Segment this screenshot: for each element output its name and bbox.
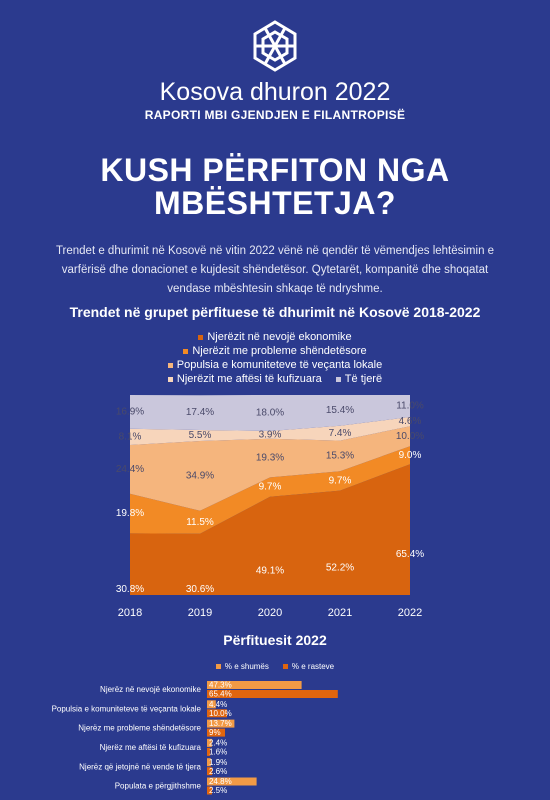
y-tick-label: Njerëz që jetojnë në vende të tjera <box>79 762 201 771</box>
value-label: 2.4% <box>209 739 227 748</box>
bar <box>207 758 211 767</box>
legend-item: % e shumës <box>215 662 269 671</box>
legend-swatch <box>215 664 221 669</box>
area <box>130 464 410 595</box>
legend-label: Njerëzit në nevojë ekonomike <box>207 331 352 343</box>
value-label: 24.4% <box>116 464 144 475</box>
bar <box>207 709 227 718</box>
chart-title: Trendet në grupet përfituese të dhurimit… <box>69 304 481 320</box>
area <box>130 446 410 534</box>
area <box>130 395 410 431</box>
subtitle: RAPORTI MBI GJENDJEN E FILANTROPISË <box>144 108 406 122</box>
legend-swatch <box>167 376 173 382</box>
value-label: 30.8% <box>116 584 144 595</box>
y-tick-label: Njerëz në nevojë ekonomike <box>100 685 201 694</box>
value-label: 9.0% <box>399 450 422 461</box>
headline: KUSH PËRFITON NGA <box>100 152 450 188</box>
value-label: 1.6% <box>209 748 227 757</box>
legend-item: Njerëzit me probleme shëndetësore <box>130 345 420 357</box>
x-tick-label: 2019 <box>188 607 212 619</box>
value-label: 2.6% <box>209 767 227 776</box>
bar <box>207 700 216 709</box>
value-label: 2.5% <box>209 786 227 795</box>
bar <box>207 728 225 737</box>
value-label: 65.4% <box>396 549 424 560</box>
value-label: 9.7% <box>329 476 352 487</box>
legend-label: % e rasteve <box>291 662 335 671</box>
bar <box>207 738 212 747</box>
bar <box>207 690 338 698</box>
value-label: 11.5% <box>186 517 214 528</box>
value-label: 4.4% <box>209 700 227 709</box>
value-label: 9.7% <box>259 482 282 493</box>
legend-label: Njerëzit me aftësi të kufizuara <box>176 373 322 385</box>
chart-title: Përfituesit 2022 <box>223 632 327 648</box>
bar <box>207 681 302 689</box>
intro-text: Trendet e dhurimit në Kosovë në vitin 20… <box>55 245 495 295</box>
value-label: 24.8% <box>209 777 232 786</box>
headline: MBËSHTETJA? <box>154 185 396 221</box>
value-label: 16.9% <box>116 407 144 418</box>
bar <box>207 747 211 756</box>
value-label: 7.4% <box>329 428 352 439</box>
bar <box>207 719 235 728</box>
value-label: 4.6% <box>399 416 422 427</box>
value-label: 30.6% <box>186 584 214 595</box>
y-tick-label: Njerëz me aftësi të kufizuara <box>100 743 202 752</box>
x-tick-label: 2022 <box>398 607 422 619</box>
legend-swatch <box>335 376 341 382</box>
legend-item: Njerëzit në nevojë ekonomike <box>130 331 420 343</box>
value-label: 34.9% <box>186 471 214 482</box>
y-tick-label: Populata e përgjithshme <box>115 782 202 791</box>
legend-label: Populsia e komuniteteve të veçanta lokal… <box>176 359 383 371</box>
legend-label: % e shumës <box>224 662 269 671</box>
legend-item: % e rasteve <box>282 662 335 671</box>
value-label: 8.1% <box>119 432 142 443</box>
bar <box>207 786 212 795</box>
x-tick-label: 2021 <box>328 607 352 619</box>
value-label: 65.4% <box>209 690 232 699</box>
value-label: 49.1% <box>256 566 284 577</box>
logo <box>253 20 297 72</box>
y-tick-label: Njerëz me probleme shëndetësore <box>78 724 201 733</box>
legend-label: Të tjerë <box>344 373 383 385</box>
x-tick-label: 2018 <box>118 607 142 619</box>
title: Kosova dhuron 2022 <box>159 78 391 106</box>
area <box>130 426 410 511</box>
value-label: 10.0% <box>209 709 232 718</box>
legend-swatch <box>167 362 173 368</box>
value-label: 11.0% <box>396 401 424 412</box>
legend-label: Njerëzit me probleme shëndetësore <box>192 345 367 357</box>
legend-item: Të tjerë <box>335 373 383 385</box>
value-label: 52.2% <box>326 562 354 573</box>
value-label: 5.5% <box>189 430 212 441</box>
legend-swatch <box>198 334 204 340</box>
legend-item: Njerëzit me aftësi të kufizuara <box>167 373 322 385</box>
value-label: 10.0% <box>396 431 424 442</box>
value-label: 19.8% <box>116 508 144 519</box>
legend: % e shumës % e rasteve <box>0 662 550 671</box>
value-label: 18.0% <box>256 408 284 419</box>
value-label: 19.3% <box>256 453 284 464</box>
value-label: 15.4% <box>326 405 354 416</box>
legend-item: Populsia e komuniteteve të veçanta lokal… <box>130 359 420 371</box>
bar <box>207 777 257 786</box>
value-label: 1.9% <box>209 758 227 767</box>
legend-swatch <box>183 348 189 354</box>
legend-swatch <box>282 664 288 669</box>
value-label: 17.4% <box>186 407 214 418</box>
value-label: 15.3% <box>326 451 354 462</box>
value-label: 9% <box>209 728 221 737</box>
legend: Njerëzit në nevojë ekonomike Njerëzit me … <box>130 331 420 385</box>
value-label: 3.9% <box>259 430 282 441</box>
x-tick-label: 2020 <box>258 607 282 619</box>
value-label: 47.3% <box>209 681 232 690</box>
bar <box>207 767 213 776</box>
y-tick-label: Populsia e komuniteteve të veçanta lokal… <box>52 704 202 713</box>
value-label: 13.7% <box>209 719 232 728</box>
